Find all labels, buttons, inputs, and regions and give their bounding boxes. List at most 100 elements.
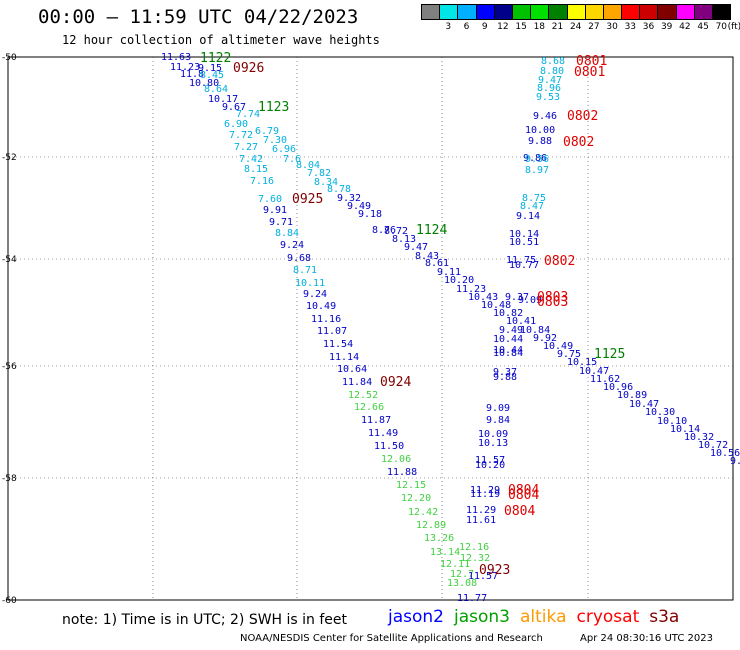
wave-height-value: 9.91 [263,205,287,216]
color-swatch-label: 9 [481,22,488,32]
wave-height-value: 9.11 [437,267,461,278]
wave-height-value: 9.71 [269,217,293,228]
wave-height-value: 6.90 [224,119,248,130]
wave-height-value: 11.07 [317,326,347,337]
wave-height-value: 10.77 [509,260,539,271]
legend-s3a: s3a [649,607,680,627]
wave-height-value: 9.09 [518,295,542,306]
color-swatch-label: 45 [697,22,709,32]
pass-time-label: 0802 [544,254,575,269]
wave-height-value: 9.86 [523,153,547,164]
pass-time-label: 1122 [200,51,231,66]
wave-height-value: 11.50 [374,441,404,452]
wave-height-value: 8.61 [425,258,449,269]
color-swatch-label: 21 [551,22,564,32]
wave-height-value: 12.06 [381,454,411,465]
wave-height-value: 11.16 [311,314,341,325]
wave-height-value: 8.96 [537,83,561,94]
wave-height-value: 9.75 [557,349,581,360]
wave-height-value: 8.13 [392,234,416,245]
color-swatch-label: 6 [463,22,470,32]
generated-timestamp: Apr 24 08:30:16 UTC 2023 [580,633,713,644]
pass-time-label: 0804 [504,504,535,519]
wave-height-value: 9.46 [533,111,557,122]
credit-line: NOAA/NESDIS Center for Satellite Applica… [240,633,543,644]
wave-height-value: 6.96 [272,144,296,155]
wave-height-value: 10.11 [295,278,325,289]
wave-height-value: 8.80 [540,66,564,77]
wave-height-value: 10.49 [306,301,336,312]
wave-height-value: 9.24 [303,289,327,300]
pass-time-label: 1124 [416,223,447,238]
latitude-tick-label: -52 [2,153,17,163]
wave-height-map: -50-52-54-56-58-60-165-162-159-156-153-1… [2,51,740,605]
wave-height-value: 10.20 [444,275,474,286]
wave-height-value: 9.24 [280,240,304,251]
wave-height-value: 10.14 [509,229,539,240]
pass-time-label: 0804 [508,483,539,498]
wave-height-value: 7.27 [234,142,258,153]
wave-height-value: 11.14 [329,352,359,363]
wave-height-value: 12.66 [354,402,384,413]
pass-time-label: 0801 [574,65,605,80]
wave-height-value: 10.44 [493,345,523,356]
wave-height-value: 10.56 [710,448,740,459]
wave-height-value: 9.37 [493,367,517,378]
wave-height-value: 8.34 [314,177,338,188]
wave-height-value: 11.57 [468,571,498,582]
wave-height-value: 10.84 [520,325,550,336]
wave-height-value: 8.47 [520,201,544,212]
wave-height-value: 9. [730,456,740,467]
legend-altika: altika [520,607,567,627]
wave-height-value: 9.88 [493,372,517,383]
legend-jason2: jason2 [388,607,444,627]
wave-height-value: 11.77 [457,593,487,604]
wave-height-value: 8.04 [296,160,320,171]
wave-height-value: 11.75 [506,255,536,266]
wave-height-value: 8.78 [327,184,351,195]
pass-time-label: 1123 [258,100,289,115]
wave-height-value: 11.61 [466,515,496,526]
wave-height-value: 11.57 [475,455,505,466]
wave-height-value: 13.08 [447,578,477,589]
wave-height-value: 10.49 [543,341,573,352]
wave-height-value: 10.72 [698,440,728,451]
wave-height-value: 9.56 [525,154,549,165]
wave-height-value: 11.23 [456,284,486,295]
wave-height-value: 10.96 [603,382,633,393]
wave-height-value: 11.19 [470,489,500,500]
wave-height-value: 9.47 [538,75,562,86]
wave-height-value: 9.49 [499,325,523,336]
wave-height-value: 10.43 [468,292,498,303]
latitude-tick-label: -50 [2,53,17,63]
wave-height-value: 11.63 [161,52,191,63]
legend-cryosat: cryosat [576,607,640,627]
pass-time-label: 0803 [537,295,568,310]
map-title: 00:00 – 11:59 UTC 04/22/2023 [38,6,359,28]
wave-height-value: 8.71 [293,265,317,276]
wave-height-value: 11.29 [466,505,496,516]
wave-height-value: 8.75 [522,193,546,204]
wave-height-value: 6.79 [255,126,279,137]
color-swatch-label: 12 [497,22,509,32]
wave-height-value: 10.82 [493,308,523,319]
wave-height-value: 7.30 [263,135,287,146]
wave-height-value: 13.14 [430,547,460,558]
wave-height-value: 8.15 [244,164,268,175]
wave-height-value: 10.00 [525,125,555,136]
wave-height-value: 11.8 [180,69,204,80]
color-swatch-label: 24 [569,22,582,32]
wave-height-value: 11.54 [323,339,353,350]
wave-height-value: 9.84 [486,415,510,426]
wave-height-value: 10.64 [337,364,367,375]
wave-height-value: 11.23 [170,62,200,73]
wave-height-value: 10.41 [506,316,536,327]
pass-time-label: 0925 [292,192,323,207]
color-swatch-label: 42 [679,22,691,32]
pass-time-label: 0803 [537,290,568,305]
wave-height-value: 8.97 [525,165,549,176]
wave-height-value: 12.20 [401,493,431,504]
wave-height-value: 9.67 [222,102,246,113]
latitude-tick-label: -56 [2,362,17,372]
wave-height-value: 10.30 [645,407,675,418]
